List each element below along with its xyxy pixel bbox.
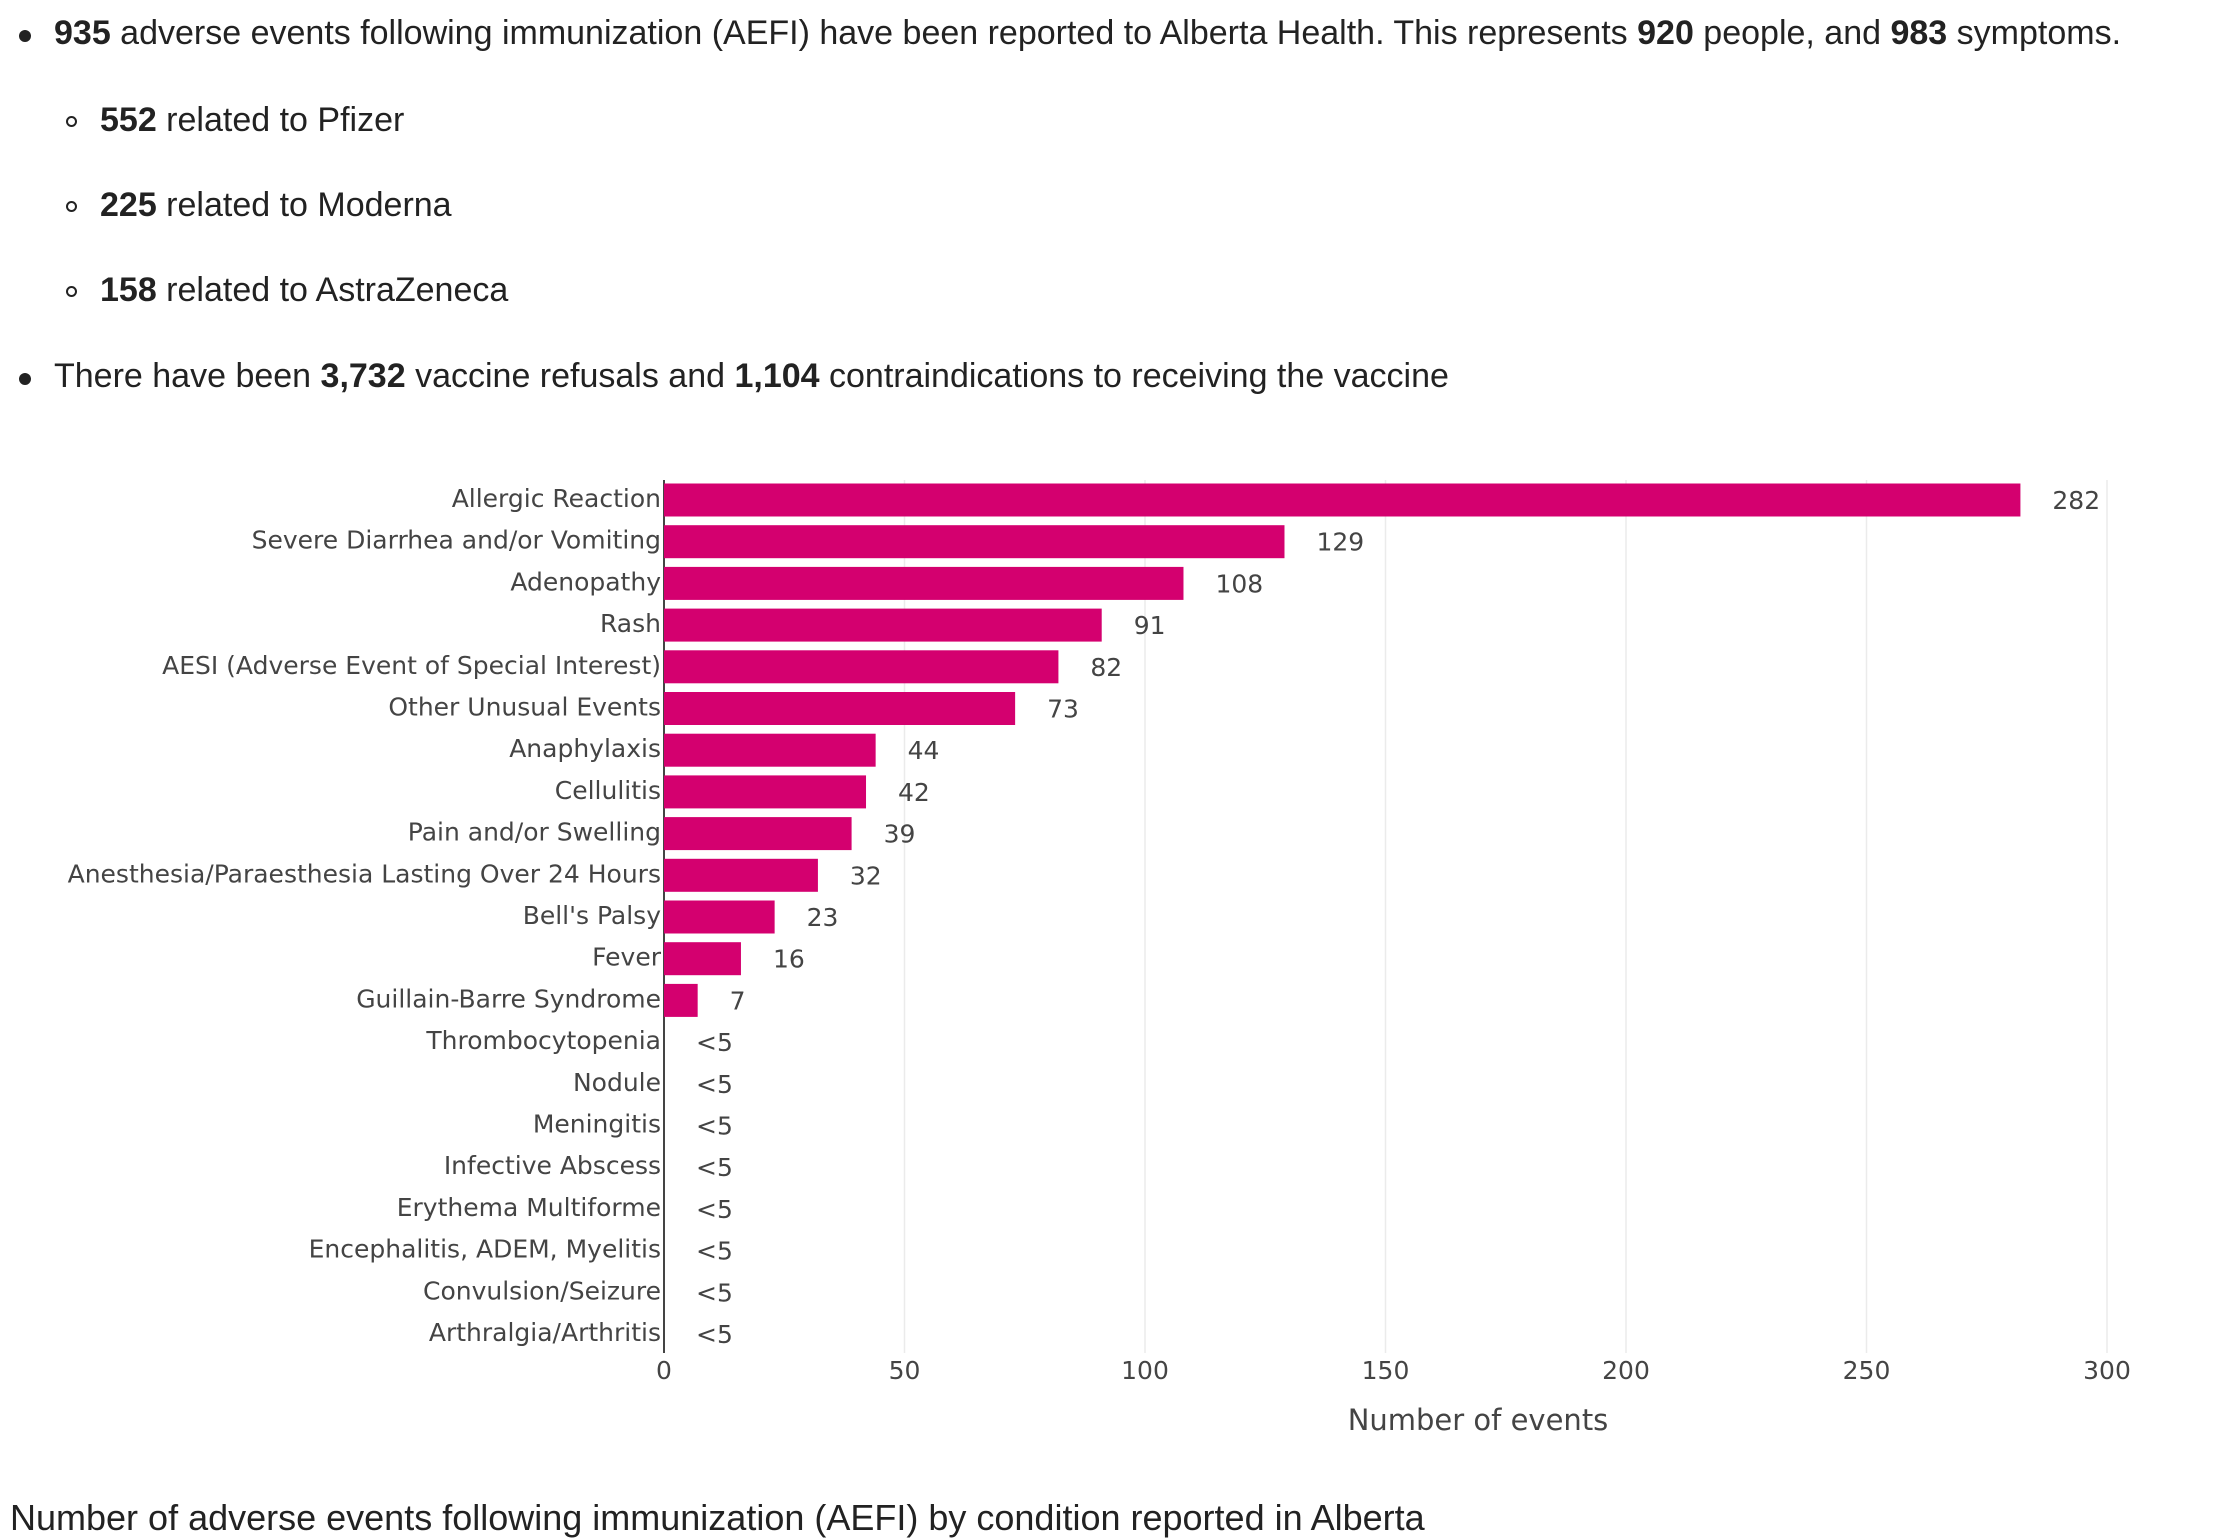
- y-tick-label: Adenopathy: [510, 567, 661, 596]
- data-label: <5: [696, 1195, 733, 1224]
- x-tick-label: 0: [656, 1356, 672, 1385]
- x-tick-label: 250: [1843, 1356, 1891, 1385]
- bar: [664, 900, 775, 934]
- y-tick-label: Anesthesia/Paraesthesia Lasting Over 24 …: [68, 859, 661, 888]
- data-label: 282: [2052, 486, 2100, 515]
- y-tick-label: Fever: [592, 943, 662, 972]
- data-label: 73: [1047, 695, 1079, 724]
- data-label: 44: [908, 736, 940, 765]
- bold-number: 983: [1890, 14, 1948, 52]
- bold-number: 920: [1637, 14, 1694, 52]
- bar: [664, 858, 818, 892]
- bold-number: 3,732: [320, 357, 406, 395]
- data-label: 16: [773, 945, 805, 974]
- y-tick-label: Erythema Multiforme: [397, 1193, 661, 1222]
- bar: [664, 983, 698, 1017]
- sub-bullet-text: 158 related to AstraZeneca: [100, 271, 508, 310]
- x-tick-label: 150: [1362, 1356, 1410, 1385]
- x-axis-title: Number of events: [1348, 1403, 1609, 1437]
- sub-bullet: [66, 116, 77, 127]
- data-label: <5: [696, 1320, 733, 1349]
- y-tick-label: Other Unusual Events: [388, 693, 661, 722]
- x-tick-label: 300: [2083, 1356, 2131, 1385]
- text: people, and: [1693, 14, 1891, 52]
- text: related to Pfizer: [156, 101, 405, 139]
- y-tick-label: Arthralgia/Arthritis: [429, 1318, 661, 1347]
- caption: Number of adverse events following immun…: [10, 1497, 1425, 1538]
- bar: [664, 817, 852, 851]
- text: vaccine refusals and: [405, 357, 735, 395]
- bold-number: 935: [54, 14, 111, 52]
- y-tick-label: Nodule: [573, 1068, 661, 1097]
- sub-bullet: [66, 201, 77, 212]
- bold-number: 552: [100, 101, 157, 139]
- data-label: 82: [1090, 653, 1122, 682]
- y-tick-label: Pain and/or Swelling: [408, 818, 661, 847]
- y-tick-label: Severe Diarrhea and/or Vomiting: [252, 526, 661, 555]
- x-tick-label: 100: [1121, 1356, 1169, 1385]
- data-label: 108: [1215, 569, 1263, 598]
- text: contraindications to receiving the vacci…: [819, 357, 1449, 395]
- sub-bullet: [66, 286, 77, 297]
- y-tick-label: Encephalitis, ADEM, Myelitis: [309, 1235, 661, 1264]
- bar: [664, 525, 1285, 559]
- y-tick-label: Infective Abscess: [444, 1151, 661, 1180]
- y-tick-label: Cellulitis: [555, 776, 661, 805]
- data-label: 42: [898, 778, 930, 807]
- data-label: <5: [696, 1237, 733, 1266]
- x-tick-label: 50: [889, 1356, 921, 1385]
- y-tick-label: Allergic Reaction: [452, 484, 661, 513]
- data-label: <5: [696, 1070, 733, 1099]
- data-label: 7: [730, 986, 746, 1015]
- bar: [664, 566, 1184, 600]
- text: related to Moderna: [156, 186, 452, 224]
- y-tick-label: Thrombocytopenia: [425, 1026, 661, 1055]
- y-tick-label: AESI (Adverse Event of Special Interest): [162, 651, 661, 680]
- chart: Number of events 0 50 100 150 200 250 300 Aller…: [68, 480, 2131, 1437]
- data-label: 32: [850, 861, 882, 890]
- bar: [664, 942, 741, 976]
- y-tick-label: Anaphylaxis: [509, 734, 661, 763]
- x-tick-label: 200: [1602, 1356, 1650, 1385]
- bar: [664, 483, 2021, 517]
- text: There have been: [54, 357, 321, 395]
- bar: [664, 692, 1016, 725]
- bar: [664, 733, 876, 767]
- bold-number: 158: [100, 271, 157, 309]
- sub-bullet-text: 225 related to Moderna: [100, 186, 452, 225]
- y-tick-label: Bell's Palsy: [523, 901, 662, 930]
- bullet-text: There have been 3,732 vaccine refusals a…: [54, 357, 1449, 396]
- bar: [664, 775, 867, 809]
- bar: [664, 608, 1102, 642]
- data-label: <5: [696, 1112, 733, 1141]
- text: related to AstraZeneca: [156, 271, 509, 309]
- bullet-text: 935 adverse events following immunizatio…: [54, 14, 2121, 53]
- bullet: [19, 30, 31, 42]
- data-label: <5: [696, 1153, 733, 1182]
- y-tick-label: Meningitis: [533, 1110, 661, 1139]
- data-label: <5: [696, 1278, 733, 1307]
- data-label: <5: [696, 1028, 733, 1057]
- y-tick-label: Convulsion/Seizure: [423, 1276, 661, 1305]
- text: symptoms.: [1947, 14, 2122, 52]
- bar: [664, 650, 1059, 684]
- bold-number: 1,104: [734, 357, 820, 395]
- y-tick-label: Rash: [600, 609, 661, 638]
- data-label: 91: [1134, 611, 1166, 640]
- sub-bullet-text: 552 related to Pfizer: [100, 101, 404, 140]
- y-tick-label: Guillain-Barre Syndrome: [356, 984, 661, 1013]
- bold-number: 225: [100, 186, 157, 224]
- data-label: 129: [1316, 528, 1364, 557]
- data-label: 39: [884, 820, 916, 849]
- text: adverse events following immunization (A…: [110, 14, 1638, 52]
- data-label: 23: [807, 903, 839, 932]
- bullet: [19, 373, 31, 385]
